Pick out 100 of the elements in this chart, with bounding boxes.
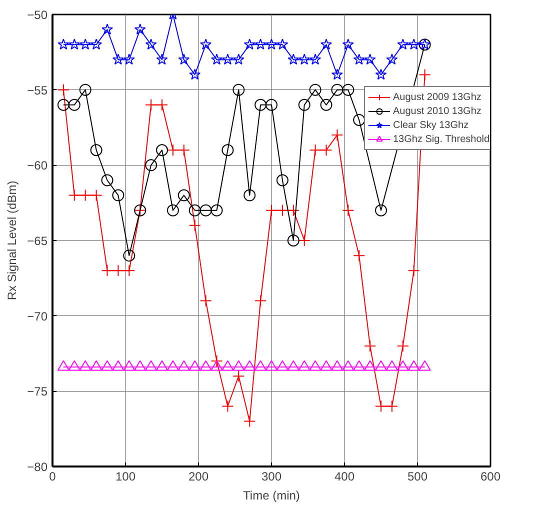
point — [342, 204, 354, 216]
point — [145, 38, 157, 50]
point — [222, 54, 234, 65]
point — [68, 38, 80, 50]
x-tick-label: 500 — [407, 470, 428, 484]
point — [102, 24, 113, 35]
point — [408, 264, 420, 277]
point — [353, 360, 366, 371]
point — [90, 189, 102, 202]
point — [101, 264, 114, 277]
legend-label: Clear Sky 13Ghz — [393, 118, 469, 132]
point — [386, 400, 398, 412]
point — [145, 360, 158, 371]
x-tick-label: 600 — [480, 470, 501, 484]
point — [364, 340, 376, 352]
point — [68, 98, 80, 111]
point — [232, 360, 245, 371]
point — [364, 54, 376, 65]
point — [254, 360, 267, 371]
y-tick-label: −70 — [27, 309, 48, 324]
point — [353, 54, 365, 65]
point — [57, 84, 70, 96]
legend-label: 13Ghz Sig. Threshold — [393, 132, 490, 146]
point — [254, 38, 266, 50]
point — [210, 360, 223, 371]
point — [200, 38, 212, 50]
point — [156, 54, 168, 65]
legend-label: August 2010 13Ghz — [393, 104, 482, 118]
point — [90, 144, 102, 156]
point — [266, 204, 278, 216]
point — [166, 360, 179, 371]
point — [123, 54, 135, 65]
point — [287, 234, 300, 246]
point — [331, 84, 344, 96]
y-tick-label: −60 — [27, 158, 48, 173]
point — [266, 98, 278, 111]
point — [287, 360, 300, 371]
point — [232, 54, 244, 65]
point — [298, 360, 310, 371]
point — [310, 54, 322, 65]
point — [276, 204, 288, 216]
point — [375, 360, 387, 371]
point — [320, 360, 332, 371]
point — [57, 98, 70, 111]
point — [375, 68, 387, 80]
point — [232, 370, 245, 382]
point — [320, 98, 332, 111]
point — [134, 24, 146, 35]
point — [386, 54, 398, 65]
x-tick-label: 300 — [261, 470, 282, 484]
x-tick-label: 0 — [49, 470, 56, 484]
x-axis-title: Time (min) — [243, 488, 300, 502]
point — [90, 360, 102, 371]
point — [178, 189, 190, 202]
point — [112, 360, 124, 371]
point — [364, 360, 376, 371]
point — [101, 174, 114, 186]
point — [309, 360, 322, 371]
point — [145, 98, 158, 111]
point — [145, 159, 158, 172]
point — [178, 144, 190, 156]
point — [156, 144, 168, 156]
point — [112, 189, 124, 202]
x-tick-label: 400 — [334, 470, 355, 484]
point — [254, 98, 267, 111]
point — [200, 204, 212, 216]
point — [232, 84, 245, 96]
y-tick-label: −65 — [27, 234, 48, 248]
point — [309, 144, 322, 156]
point — [222, 144, 234, 156]
point — [396, 360, 409, 371]
point — [134, 360, 146, 371]
point — [222, 360, 234, 371]
point — [112, 54, 124, 65]
point — [276, 174, 288, 186]
point — [222, 400, 234, 412]
y-tick-label: −75 — [27, 384, 48, 399]
point — [79, 189, 92, 202]
point — [112, 264, 124, 277]
point — [342, 84, 354, 96]
point — [298, 54, 310, 65]
point — [418, 68, 431, 81]
point — [244, 415, 256, 428]
point — [408, 38, 420, 50]
point — [244, 38, 256, 50]
point — [375, 400, 387, 412]
point — [200, 294, 212, 307]
y-tick-label: −80 — [27, 460, 48, 474]
point — [189, 68, 201, 80]
point — [353, 114, 366, 126]
point — [298, 98, 310, 111]
point — [386, 360, 398, 371]
point — [79, 360, 92, 371]
point — [418, 360, 431, 371]
point — [178, 54, 190, 65]
point — [342, 38, 354, 50]
point — [178, 360, 190, 371]
point — [188, 204, 201, 216]
point — [244, 189, 256, 202]
point — [200, 360, 212, 371]
